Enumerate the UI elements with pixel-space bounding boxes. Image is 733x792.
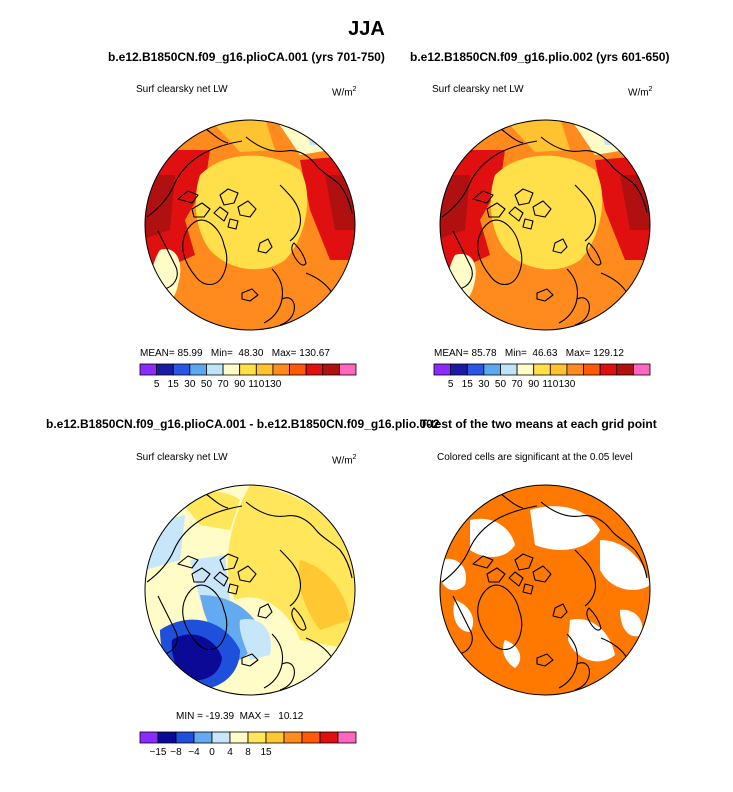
panel-2-colorbar-box (566, 363, 584, 376)
panel-1-colorbar-box (289, 363, 307, 376)
panel-2-colorbar-box (500, 363, 518, 376)
panel-3-units: W/m2 (332, 454, 357, 467)
panel-3-colorbar-box (157, 731, 177, 744)
panel-2-variable: Surf clearsky net LW (432, 84, 524, 95)
panel-1-colorbar-box (338, 363, 357, 376)
panel-3-colorbar-label: 15 (260, 747, 272, 758)
panel-4-subtitle: Colored cells are significant at the 0.0… (437, 452, 633, 463)
panel-3-colorbar-label: −8 (170, 747, 182, 758)
panel-1-colorbar-label: 130 (265, 379, 282, 390)
panel-1-colorbar-box (222, 363, 241, 376)
panel-2-colorbar: 5 15 30 50 70 90 110 130 (433, 363, 651, 390)
panel-3-title: b.e12.B1850CN.f09_g16.plioCA.001 - b.e12… (46, 417, 440, 431)
panel-3-colorbar-box (229, 731, 249, 744)
panel-3-colorbar-box (337, 731, 357, 744)
panel-1-colorbar-label: 50 (201, 379, 213, 390)
panel-3-colorbar-box (301, 731, 321, 744)
panel-1-colorbar-label: 5 (154, 379, 160, 390)
panel-1-colorbar-label: 30 (184, 379, 196, 390)
panel-3-colorbar-label: 4 (227, 747, 233, 758)
panel-2-map (440, 120, 650, 330)
panel-2-colorbar-box (433, 363, 452, 376)
panel-2-colorbar-box (466, 363, 485, 376)
panel-3-colorbar-label: 0 (209, 747, 215, 758)
panel-2-colorbar-label: 15 (462, 379, 474, 390)
panel-2-colorbar-label: 70 (512, 379, 524, 390)
panel-1-colorbar-box (322, 363, 340, 376)
panel-2-colorbar-box (583, 363, 601, 376)
panel-1-title: b.e12.B1850CN.f09_g16.plioCA.001 (yrs 70… (108, 50, 385, 64)
panel-1-colorbar-box (139, 363, 158, 376)
panel-2-colorbar-box (549, 363, 568, 376)
panel-2-colorbar-box (533, 363, 551, 376)
panel-1-map (145, 120, 355, 330)
panel-3-colorbar-box (175, 731, 195, 744)
panel-1-colorbar: 5 15 30 50 70 90 110 130 (139, 363, 357, 390)
panel-1-colorbar-box (255, 363, 274, 376)
panel-1-variable: Surf clearsky net LW (136, 84, 228, 95)
panel-3-colorbar: −15 −8 −4 0 4 8 15 (139, 731, 357, 758)
panel-2-units: W/m2 (628, 86, 653, 99)
panel-1-colorbar-box (206, 363, 224, 376)
panel-3-map-border (144, 484, 356, 696)
panel-3-colorbar-box (283, 731, 303, 744)
panel-3-colorbar-box (139, 731, 159, 744)
panel-4-map (440, 485, 650, 695)
panel-1-colorbar-label: 110 (248, 379, 264, 390)
panel-3-stats: MIN = -19.39 MAX = 10.12 (176, 711, 304, 722)
panel-2-colorbar-label: 5 (448, 379, 454, 390)
panel-2-colorbar-label: 130 (559, 379, 576, 390)
panel-2-map-border (439, 119, 651, 331)
panel-4-title: T-test of the two means at each grid poi… (420, 417, 657, 431)
panel-1-colorbar-box (172, 363, 191, 376)
panel-4-map-border (439, 484, 651, 696)
panel-1-colorbar-label: 70 (218, 379, 230, 390)
panel-2-colorbar-box (599, 363, 618, 376)
panel-2-title: b.e12.B1850CN.f09_g16.plio.002 (yrs 601-… (410, 50, 670, 64)
panel-1-colorbar-box (156, 363, 174, 376)
panel-3-colorbar-box (319, 731, 339, 744)
panel-2-colorbar-box (516, 363, 535, 376)
panel-3-colorbar-box (247, 731, 267, 744)
panel-3-variable: Surf clearsky net LW (136, 452, 228, 463)
panel-1-colorbar-box (305, 363, 324, 376)
panel-3-colorbar-box (265, 731, 285, 744)
panel-2-colorbar-label: 90 (528, 379, 540, 390)
panel-3-colorbar-box (211, 731, 231, 744)
panel-2-colorbar-label: 110 (542, 379, 558, 390)
panel-3-colorbar-label: −4 (188, 747, 200, 758)
panel-3-colorbar-label: −15 (150, 747, 167, 758)
panel-1-colorbar-box (239, 363, 257, 376)
panel-3-map (145, 485, 355, 695)
panel-2-colorbar-label: 30 (478, 379, 490, 390)
panel-1-colorbar-label: 15 (168, 379, 180, 390)
panel-1-map-border (144, 119, 356, 331)
panel-2-colorbar-box (450, 363, 468, 376)
panel-1-colorbar-box (272, 363, 290, 376)
panel-2-colorbar-box (632, 363, 651, 376)
panel-1-colorbar-box (189, 363, 207, 376)
figure-title: JJA (348, 18, 385, 40)
panel-1-units: W/m2 (332, 86, 357, 99)
panel-2-colorbar-box (616, 363, 634, 376)
panel-2-colorbar-box (483, 363, 501, 376)
panel-3-colorbar-label: 8 (245, 747, 251, 758)
panel-1-stats: MEAN= 85.99 Min= 48.30 Max= 130.67 (140, 348, 330, 359)
panel-1-colorbar-label: 90 (234, 379, 246, 390)
panel-2-stats: MEAN= 85.78 Min= 46.63 Max= 129.12 (434, 348, 624, 359)
panel-2-colorbar-label: 50 (495, 379, 507, 390)
panel-3-colorbar-box (193, 731, 213, 744)
